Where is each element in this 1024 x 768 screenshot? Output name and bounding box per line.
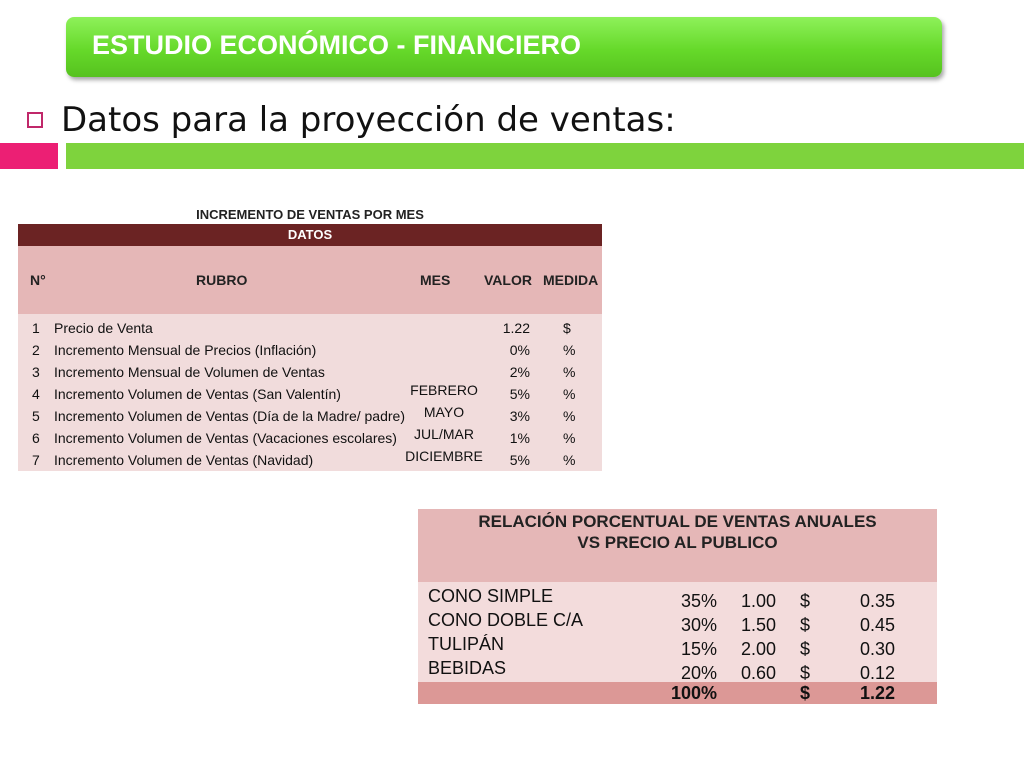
- cell-percent: 35%: [680, 591, 717, 611]
- cell-n: 2: [32, 342, 40, 358]
- cell-n: 6: [32, 430, 40, 446]
- cell-valor: 5%: [509, 386, 530, 402]
- cell-currency: $: [800, 615, 811, 635]
- table-row: 7 Incremento Volumen de Ventas (Navidad)…: [18, 448, 602, 471]
- cell-product: CONO SIMPLE: [428, 586, 554, 606]
- table-total-row: 100% $ 1.22: [418, 682, 937, 704]
- cell-n: 7: [32, 452, 40, 468]
- table-row: 3 Incremento Mensual de Volumen de Venta…: [18, 361, 602, 383]
- column-header-mes: MES: [420, 272, 451, 288]
- cell-product: TULIPÁN: [428, 634, 505, 654]
- cell-rubro: Incremento Mensual de Volumen de Ventas: [54, 364, 325, 380]
- cell-value: 0.35: [859, 591, 895, 611]
- cell-rubro: Incremento Mensual de Precios (Inflación…: [54, 342, 317, 358]
- pink-accent-strip: [0, 143, 58, 169]
- table-row: CONO SIMPLE 35% 1.00 $ 0.35: [418, 585, 937, 611]
- header-bar: ESTUDIO ECONÓMICO - FINANCIERO: [66, 17, 942, 77]
- green-accent-strip: [66, 143, 1024, 169]
- table-header-row: N° RUBRO MES VALOR MEDIDA: [18, 246, 602, 314]
- table-header: RELACIÓN PORCENTUAL DE VENTAS ANUALES VS…: [418, 509, 937, 582]
- table-row: 1 Precio de Venta 1.22 $: [18, 317, 602, 339]
- cell-valor: 0%: [509, 342, 530, 358]
- cell-mes: JUL/MAR: [414, 426, 474, 442]
- cell-mes: DICIEMBRE: [405, 448, 483, 464]
- cell-valor: 1%: [509, 430, 530, 446]
- table-title-line1: RELACIÓN PORCENTUAL DE VENTAS ANUALES: [478, 512, 877, 531]
- cell-value: 0.30: [859, 639, 895, 659]
- table-body: 1 Precio de Venta 1.22 $ 2 Incremento Me…: [18, 314, 602, 471]
- table-section-header: DATOS: [18, 224, 602, 246]
- cell-price: 0.60: [740, 663, 776, 683]
- cell-medida: %: [563, 452, 576, 468]
- sales-increase-table: INCREMENTO DE VENTAS POR MES DATOS N° RU…: [18, 205, 602, 471]
- cell-rubro: Incremento Volumen de Ventas (Navidad): [54, 452, 314, 468]
- total-value: 1.22: [859, 683, 895, 703]
- cell-valor: 3%: [509, 408, 530, 424]
- cell-n: 1: [32, 320, 40, 336]
- cell-mes: FEBRERO: [410, 382, 478, 398]
- table-row: 5 Incremento Volumen de Ventas (Día de l…: [18, 404, 602, 427]
- cell-value: 0.45: [859, 615, 895, 635]
- table-title-line2: VS PRECIO AL PUBLICO: [577, 533, 778, 552]
- table-row: 6 Incremento Volumen de Ventas (Vacacion…: [18, 426, 602, 449]
- cell-valor: 2%: [509, 364, 530, 380]
- cell-rubro: Incremento Volumen de Ventas (Vacaciones…: [54, 430, 397, 446]
- cell-medida: %: [563, 342, 576, 358]
- cell-price: 1.00: [740, 591, 776, 611]
- cell-medida: %: [563, 430, 576, 446]
- cell-valor: 5%: [509, 452, 530, 468]
- square-bullet-icon: [27, 112, 43, 128]
- cell-price: 1.50: [740, 615, 776, 635]
- table-row: BEBIDAS 20% 0.60 $ 0.12: [418, 657, 937, 683]
- cell-price: 2.00: [740, 639, 776, 659]
- table-row: 4 Incremento Volumen de Ventas (San Vale…: [18, 382, 602, 405]
- cell-rubro: Incremento Volumen de Ventas (Día de la …: [54, 408, 405, 424]
- table-row: TULIPÁN 15% 2.00 $ 0.30: [418, 633, 937, 659]
- table-body: CONO SIMPLE 35% 1.00 $ 0.35 CONO DOBLE C…: [418, 582, 937, 683]
- cell-valor: 1.22: [502, 320, 530, 336]
- slide-title: ESTUDIO ECONÓMICO - FINANCIERO: [92, 30, 582, 60]
- cell-medida: %: [563, 408, 576, 424]
- table-row: CONO DOBLE C/A 30% 1.50 $ 0.45: [418, 609, 937, 635]
- cell-n: 4: [32, 386, 40, 402]
- total-percent: 100%: [670, 683, 717, 703]
- total-currency: $: [800, 683, 811, 703]
- column-header-rubro: RUBRO: [196, 272, 248, 288]
- cell-rubro: Precio de Venta: [54, 320, 153, 336]
- cell-mes: MAYO: [423, 404, 465, 420]
- cell-medida: %: [563, 386, 576, 402]
- table-row: 2 Incremento Mensual de Precios (Inflaci…: [18, 339, 602, 361]
- cell-percent: 20%: [680, 663, 717, 683]
- cell-n: 3: [32, 364, 40, 380]
- cell-medida: $: [563, 320, 571, 336]
- column-header-n: N°: [30, 272, 46, 288]
- sales-ratio-table: RELACIÓN PORCENTUAL DE VENTAS ANUALES VS…: [418, 509, 937, 704]
- slide-subtitle: Datos para la proyección de ventas:: [61, 100, 676, 140]
- cell-currency: $: [800, 591, 811, 611]
- cell-product: BEBIDAS: [428, 658, 507, 678]
- cell-percent: 15%: [680, 639, 717, 659]
- column-header-valor: VALOR: [484, 272, 532, 288]
- cell-product: CONO DOBLE C/A: [428, 610, 584, 630]
- cell-percent: 30%: [680, 615, 717, 635]
- table-caption: INCREMENTO DE VENTAS POR MES: [196, 207, 424, 222]
- cell-n: 5: [32, 408, 40, 424]
- cell-medida: %: [563, 364, 576, 380]
- cell-value: 0.12: [859, 663, 895, 683]
- cell-rubro: Incremento Volumen de Ventas (San Valent…: [54, 386, 341, 402]
- cell-currency: $: [800, 663, 811, 683]
- cell-currency: $: [800, 639, 811, 659]
- column-header-medida: MEDIDA: [543, 272, 599, 288]
